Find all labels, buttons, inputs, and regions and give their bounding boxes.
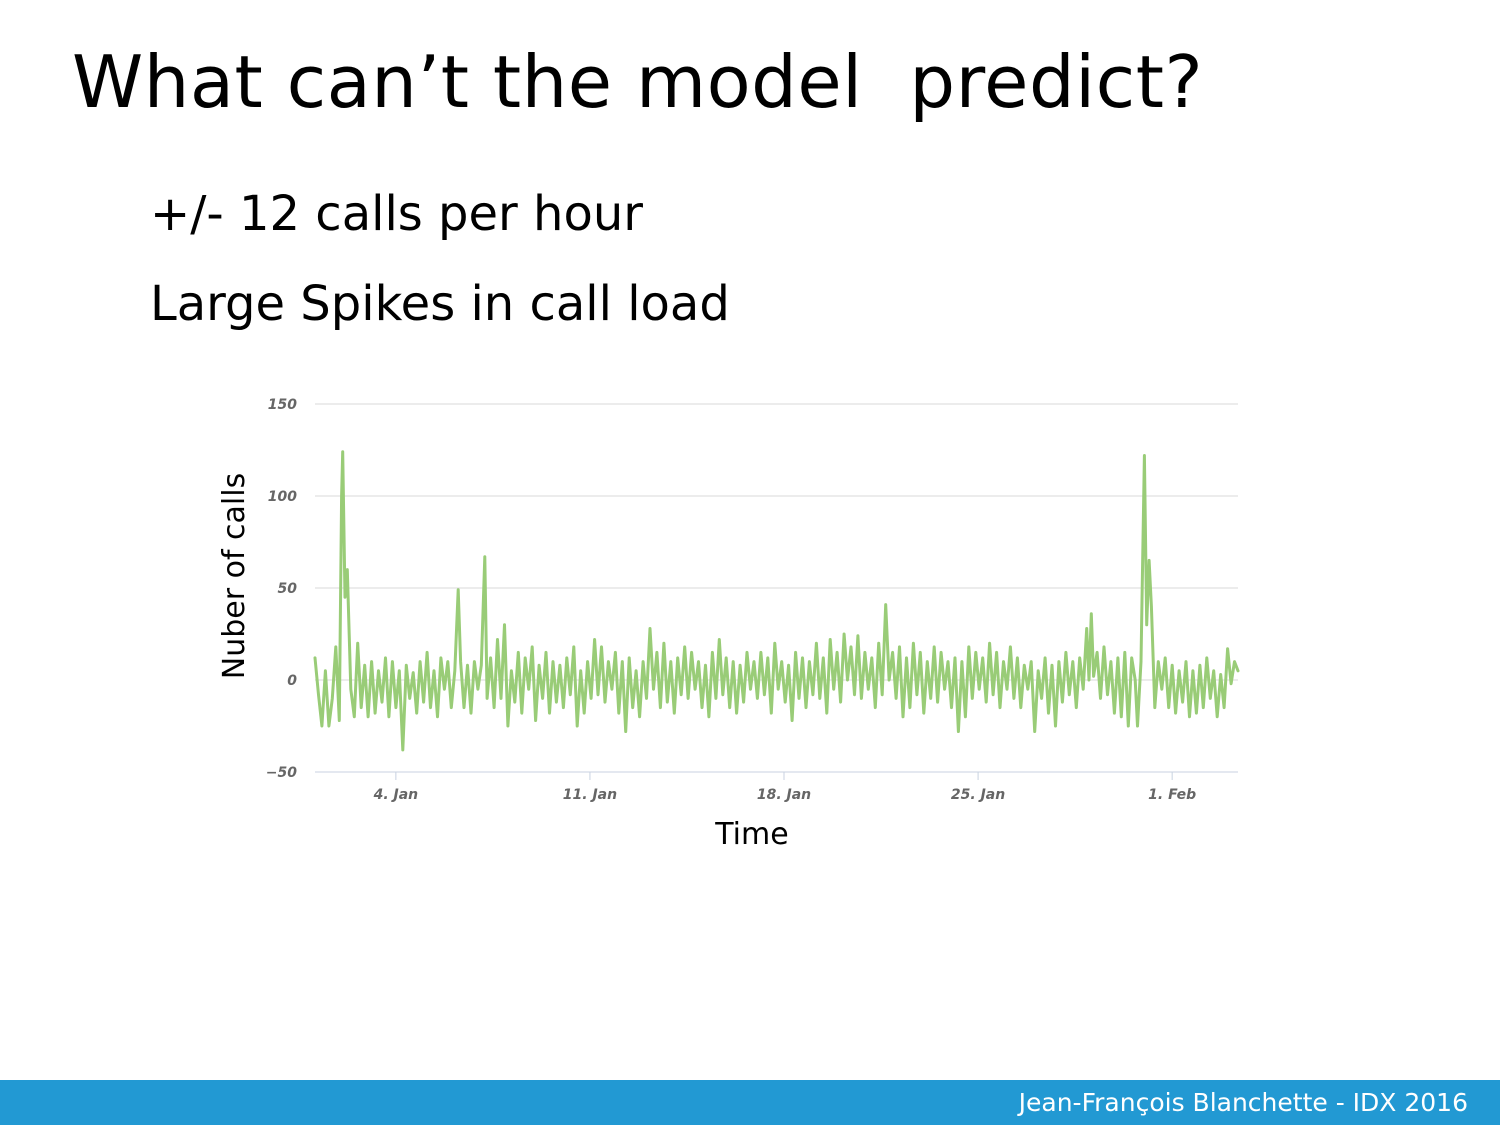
footer-credit: Jean-François Blanchette - IDX 2016 bbox=[1018, 1088, 1468, 1117]
x-axis-title: Time bbox=[714, 817, 788, 852]
y-tick-label: 100 bbox=[268, 489, 297, 505]
footer-bar: Jean-François Blanchette - IDX 2016 bbox=[0, 1080, 1500, 1125]
x-tick-label: 1. Feb bbox=[1148, 787, 1196, 803]
y-tick-label: −50 bbox=[266, 765, 297, 781]
x-axis-ticks: 4. Jan 11. Jan 18. Jan 25. Jan 1. Feb bbox=[373, 772, 1196, 803]
bullet-large-spikes: Large Spikes in call load bbox=[150, 276, 730, 332]
series-line-calls bbox=[313, 450, 1240, 752]
series-layer bbox=[313, 450, 1240, 752]
y-tick-label: 50 bbox=[278, 581, 298, 597]
chart-svg: 150 100 50 0 −50 4. Jan 11. Jan 18. Jan 25. Jan… bbox=[217, 397, 1240, 852]
x-tick-label: 4. Jan bbox=[373, 787, 419, 803]
y-axis-title: Nuber of calls bbox=[217, 473, 252, 679]
y-tick-label: 0 bbox=[287, 673, 297, 689]
gridlines bbox=[315, 403, 1238, 773]
bullet-calls-per-hour: +/- 12 calls per hour bbox=[150, 186, 643, 242]
y-axis-ticks: 150 100 50 0 −50 bbox=[266, 397, 297, 781]
x-tick-label: 11. Jan bbox=[563, 787, 617, 803]
x-tick-label: 18. Jan bbox=[757, 787, 811, 803]
call-load-chart: 150 100 50 0 −50 4. Jan 11. Jan 18. Jan 25. Jan… bbox=[200, 380, 1260, 860]
x-tick-label: 25. Jan bbox=[951, 787, 1005, 803]
y-tick-label: 150 bbox=[268, 397, 297, 413]
slide-title: What can’t the model predict? bbox=[72, 40, 1204, 124]
